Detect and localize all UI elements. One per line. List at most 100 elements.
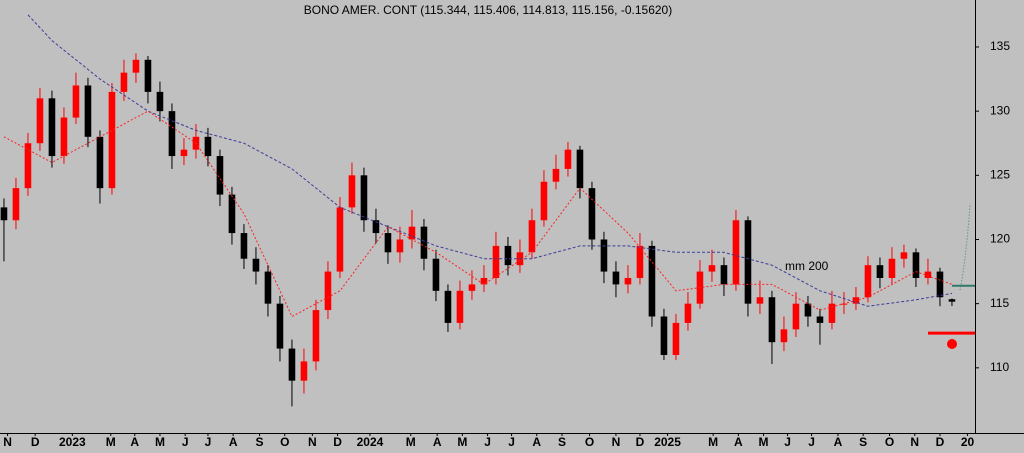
moving-average [27, 14, 953, 307]
candle-body [384, 233, 392, 253]
candle-body [612, 271, 620, 285]
moving-average [3, 110, 953, 318]
candle-body [912, 252, 920, 278]
x-tick-label: O [885, 435, 894, 449]
candle-body [588, 188, 596, 240]
candle-body [480, 277, 488, 285]
projection [959, 204, 971, 291]
x-tick-label: J [508, 435, 515, 449]
candle-body [924, 271, 932, 278]
candle-body [12, 188, 20, 221]
marker [947, 339, 957, 349]
candle-body [528, 220, 536, 253]
x-tick-label: M [155, 435, 165, 449]
candle-body [492, 245, 500, 278]
candle-body [240, 233, 248, 259]
candle-body [24, 143, 32, 189]
candle-body [876, 265, 884, 278]
candle-body [648, 245, 656, 317]
x-tick-label: 2023 [59, 435, 86, 449]
x-tick-label: J [182, 435, 189, 449]
x-tick-label: M [708, 435, 718, 449]
x-tick-label: O [280, 435, 289, 449]
candle-body [456, 290, 464, 323]
candle-body [900, 252, 908, 259]
y-tick-label: 110 [990, 360, 1009, 374]
candle-body [336, 207, 344, 272]
candle-body [816, 316, 824, 323]
candle-body [360, 175, 368, 221]
candle-body [708, 265, 716, 272]
x-tick-label: A [433, 435, 442, 449]
x-tick-label: J [808, 435, 815, 449]
candle-body [720, 265, 728, 285]
x-tick-label: N [308, 435, 317, 449]
x-tick-label: J [784, 435, 791, 449]
x-tick-label: J [484, 435, 491, 449]
candle-body [600, 239, 608, 272]
y-tick-label: 115 [990, 296, 1009, 310]
candle-body [216, 156, 224, 195]
x-tick-label: 20 [961, 435, 975, 449]
candle-body [564, 149, 572, 169]
x-tick-label: A [532, 435, 541, 449]
candle-body [288, 348, 296, 381]
candle-body [300, 361, 308, 381]
x-tick-label: S [256, 435, 264, 449]
x-tick-label: D [936, 435, 945, 449]
candle-body [792, 303, 800, 330]
candle-body [36, 98, 44, 144]
candle-body [108, 91, 116, 189]
x-tick-label: N [910, 435, 919, 449]
x-tick-label: S [558, 435, 566, 449]
candle-body [228, 194, 236, 234]
candle-body [744, 220, 752, 304]
x-tick-label: N [3, 435, 12, 449]
candle-body [468, 284, 476, 291]
candle-body [420, 226, 428, 259]
x-tick-label: S [859, 435, 867, 449]
candle-body [948, 299, 956, 302]
candle-body [672, 322, 680, 355]
x-tick-label: A [229, 435, 238, 449]
candle-body [804, 303, 812, 317]
x-tick-label: A [834, 435, 843, 449]
candle-body [204, 136, 212, 157]
candle-body [60, 117, 68, 157]
x-tick-label: J [205, 435, 212, 449]
x-tick-label: D [31, 435, 40, 449]
candle-body [444, 290, 452, 323]
candle-body [276, 303, 284, 349]
candle-body [768, 297, 776, 343]
candle-body [348, 175, 356, 208]
candle-body [372, 220, 380, 234]
candle-body [396, 239, 404, 253]
x-tick-label: A [130, 435, 139, 449]
candle-body [576, 149, 584, 189]
candle-body [168, 111, 176, 157]
candle-body [732, 220, 740, 285]
candle-body [780, 329, 788, 343]
candle-body [756, 297, 764, 304]
candle-body [828, 303, 836, 323]
chart-title: BONO AMER. CONT (115.344, 115.406, 114.8… [304, 3, 672, 17]
series-label: mm 200 [785, 259, 829, 273]
y-tick-label: 135 [990, 39, 1010, 53]
x-tick-label: M [406, 435, 416, 449]
candle-body [156, 91, 164, 112]
candle-body [312, 310, 320, 362]
candle-body [864, 265, 872, 298]
x-tick-label: 2025 [654, 435, 681, 449]
candle-body [540, 181, 548, 221]
x-tick-label: A [734, 435, 743, 449]
candle-body [636, 245, 644, 278]
candle-body [324, 271, 332, 311]
candle-body [48, 98, 56, 157]
candle-body [252, 258, 260, 272]
candle-body [660, 316, 668, 355]
x-tick-label: N [612, 435, 621, 449]
candle-body [132, 59, 140, 73]
candle-body [936, 271, 944, 298]
